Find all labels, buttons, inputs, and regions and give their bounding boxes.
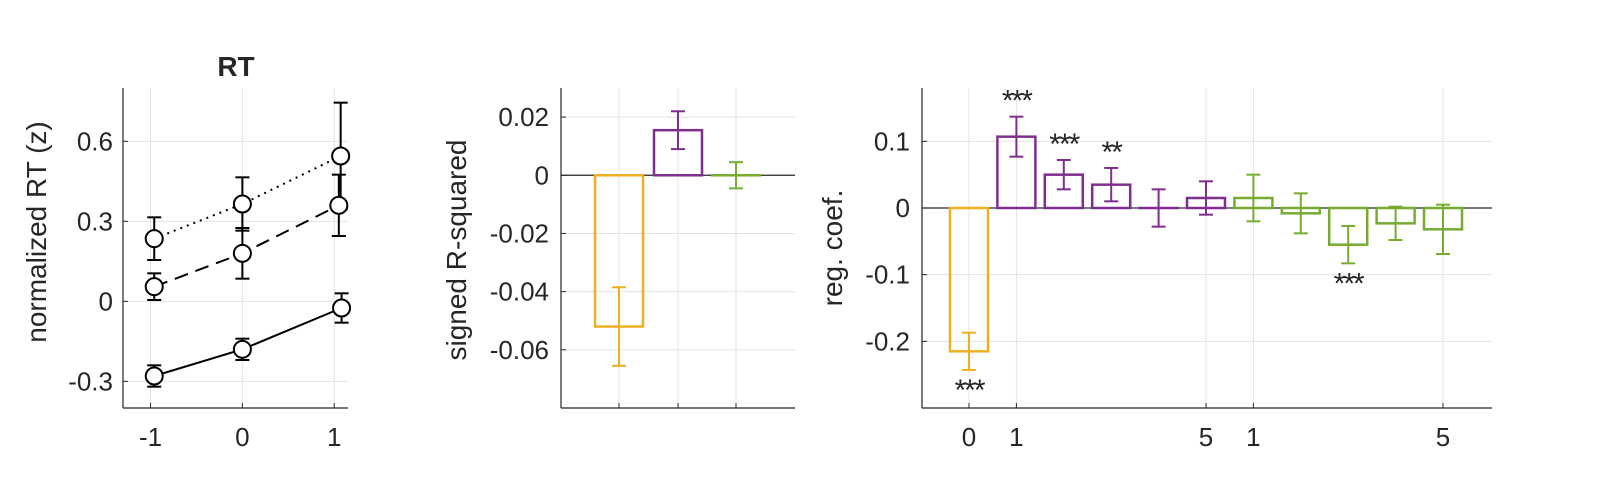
rt-line-panel: -1 0 1 -0.3 0 0.3 0.6 bbox=[68, 88, 352, 452]
significance-label: *** bbox=[1049, 128, 1080, 161]
y-tick-label: 0 bbox=[99, 286, 113, 316]
x-tick-label: -1 bbox=[139, 422, 162, 452]
x-tick-label: 0 bbox=[235, 422, 249, 452]
r-squared-y-axis-label: signed R-squared bbox=[441, 139, 472, 360]
y-tick-label: -0.3 bbox=[68, 366, 113, 396]
reg-coef-bar-panel: 0 1 5 1 5-0.2-0.100.1********* ***** bbox=[865, 85, 1492, 452]
data-point bbox=[232, 243, 252, 263]
significance-label: *** bbox=[1002, 85, 1033, 118]
y-tick-label: 0.3 bbox=[77, 206, 113, 236]
data-point bbox=[329, 195, 349, 215]
y-tick-label: 0 bbox=[535, 160, 549, 190]
significance-label: *** bbox=[954, 374, 985, 407]
x-tick-label: 1 bbox=[327, 422, 341, 452]
y-tick-label: -0.02 bbox=[490, 218, 549, 248]
x-tick-label: 5 bbox=[1199, 422, 1213, 452]
rt-y-axis-label: normalized RT (z) bbox=[21, 121, 52, 342]
data-point bbox=[331, 146, 351, 166]
data-point bbox=[144, 229, 164, 249]
y-tick-label: 0.6 bbox=[77, 126, 113, 156]
x-tick-label: 0 bbox=[962, 422, 976, 452]
y-tick-label: -0.2 bbox=[865, 326, 910, 356]
y-tick-label: 0 bbox=[896, 193, 910, 223]
data-point bbox=[232, 194, 252, 214]
x-tick-label: 5 bbox=[1436, 422, 1450, 452]
y-tick-label: -0.1 bbox=[865, 260, 910, 290]
significance-label: ** bbox=[1102, 136, 1124, 169]
y-tick-label: 0.02 bbox=[498, 102, 549, 132]
data-point bbox=[232, 339, 252, 359]
x-tick-label: 1 bbox=[1246, 422, 1260, 452]
y-tick-label: 0.1 bbox=[874, 126, 910, 156]
x-tick-label: 1 bbox=[1009, 422, 1023, 452]
data-point bbox=[332, 298, 352, 318]
y-tick-label: -0.06 bbox=[490, 335, 549, 365]
significance-label: *** bbox=[1334, 267, 1365, 300]
rt-title: RT bbox=[217, 51, 254, 82]
data-point bbox=[144, 366, 164, 386]
reg-coef-y-axis-label: reg. coef. bbox=[817, 190, 848, 307]
data-point bbox=[144, 277, 164, 297]
r-squared-bar-panel: -0.06 -0.04 -0.02 0 0.02 bbox=[490, 88, 795, 409]
y-tick-label: -0.04 bbox=[490, 277, 549, 307]
